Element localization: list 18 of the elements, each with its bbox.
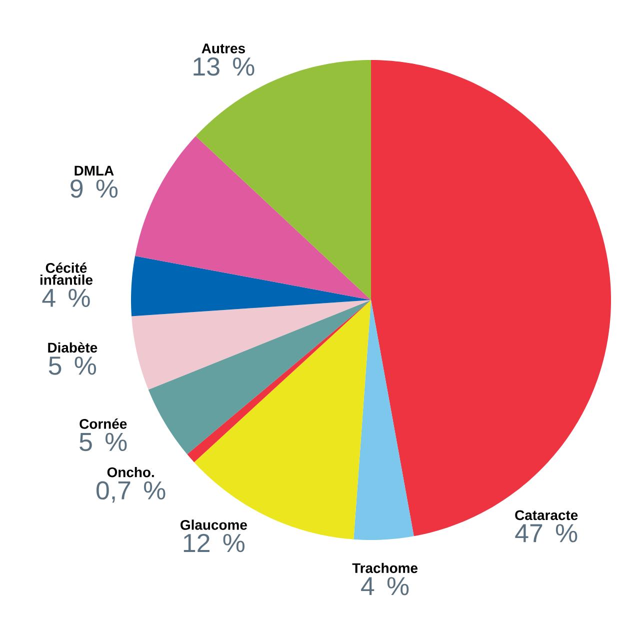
slice-label: DMLA bbox=[74, 166, 114, 176]
data-label: 5 % bbox=[80, 432, 127, 452]
data-label: 4 % bbox=[42, 288, 90, 307]
data-label: 4 % bbox=[361, 577, 409, 596]
data-label: 47 % bbox=[515, 524, 578, 542]
slice-label: Oncho. bbox=[107, 466, 154, 478]
data-label: 5 % bbox=[48, 356, 96, 375]
data-label: 12 % bbox=[184, 534, 244, 552]
slice-label: Cécité infantile bbox=[40, 262, 93, 285]
slice-label: Glaucome bbox=[180, 520, 247, 530]
slice-label: Cataracte bbox=[515, 510, 578, 520]
slice-label: Diabète bbox=[48, 342, 98, 353]
data-label: 9 % bbox=[70, 179, 118, 198]
slice-label: Trachome bbox=[352, 562, 418, 574]
slice-label: Cornée bbox=[80, 418, 127, 429]
data-label: 0,7 % bbox=[96, 481, 166, 503]
data-label: 13 % bbox=[194, 57, 254, 76]
slice-label: Autres bbox=[202, 44, 245, 54]
